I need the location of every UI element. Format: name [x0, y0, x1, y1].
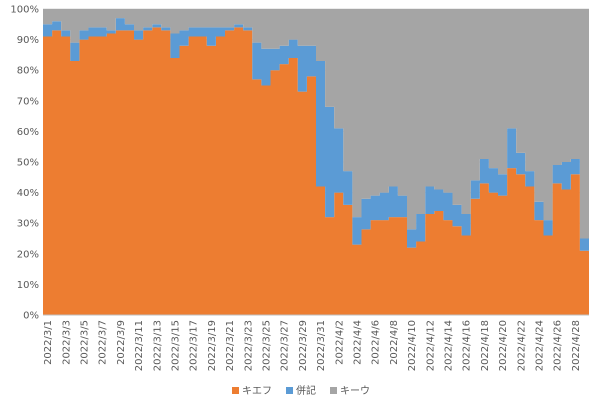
y-tick-label: 100% — [10, 5, 39, 16]
x-tick-label: 2022/4/16 — [462, 320, 473, 371]
x-tick-label: 2022/4/6 — [371, 320, 382, 365]
x-tick-label: 2022/4/18 — [480, 320, 491, 371]
legend-swatch-3 — [330, 387, 337, 394]
legend-label-1: キエフ — [242, 386, 272, 397]
y-tick-label: 30% — [17, 219, 39, 230]
x-tick-label: 2022/4/8 — [389, 320, 400, 365]
x-tick-label: 2022/4/10 — [407, 320, 418, 371]
x-tick-label: 2022/3/13 — [152, 320, 163, 371]
legend-swatch-2 — [286, 387, 293, 394]
y-tick-label: 40% — [17, 188, 39, 199]
x-tick-label: 2022/3/21 — [225, 320, 236, 371]
x-tick-label: 2022/3/27 — [280, 320, 291, 371]
y-tick-label: 60% — [17, 127, 39, 138]
x-tick-label: 2022/3/9 — [116, 320, 127, 365]
x-tick-label: 2022/4/20 — [498, 320, 509, 371]
x-tick-label: 2022/4/28 — [571, 320, 582, 371]
x-tick-label: 2022/3/3 — [61, 320, 72, 365]
series-area-3 — [43, 9, 589, 239]
legend-swatch-1 — [232, 387, 239, 394]
x-tick-label: 2022/3/31 — [316, 320, 327, 371]
x-tick-label: 2022/4/4 — [352, 320, 363, 365]
y-tick-label: 50% — [17, 158, 39, 169]
x-tick-label: 2022/3/7 — [98, 320, 109, 365]
x-tick-label: 2022/3/15 — [170, 320, 181, 371]
x-tick-label: 2022/3/11 — [134, 320, 145, 371]
y-tick-label: 20% — [17, 249, 39, 260]
y-tick-label: 0% — [23, 311, 39, 322]
y-tick-label: 80% — [17, 66, 39, 77]
x-tick-label: 2022/3/19 — [207, 320, 218, 371]
x-tick-label: 2022/4/24 — [534, 320, 545, 371]
x-tick-label: 2022/3/17 — [189, 320, 200, 371]
y-tick-label: 70% — [17, 96, 39, 107]
x-tick-label: 2022/4/22 — [516, 320, 527, 371]
x-tick-label: 2022/3/29 — [298, 320, 309, 371]
y-tick-label: 90% — [17, 35, 39, 46]
x-tick-label: 2022/3/23 — [243, 320, 254, 371]
x-tick-label: 2022/4/12 — [425, 320, 436, 371]
y-tick-label: 10% — [17, 280, 39, 291]
x-tick-label: 2022/3/25 — [261, 320, 272, 371]
x-tick-label: 2022/4/2 — [334, 320, 345, 365]
x-tick-label: 2022/4/14 — [443, 320, 454, 371]
x-tick-label: 2022/4/26 — [553, 320, 564, 371]
x-tick-label: 2022/3/1 — [43, 320, 54, 365]
legend-label-3: キーウ — [340, 385, 370, 397]
legend-label-2: 併記 — [296, 384, 316, 397]
x-tick-label: 2022/3/5 — [79, 320, 90, 365]
